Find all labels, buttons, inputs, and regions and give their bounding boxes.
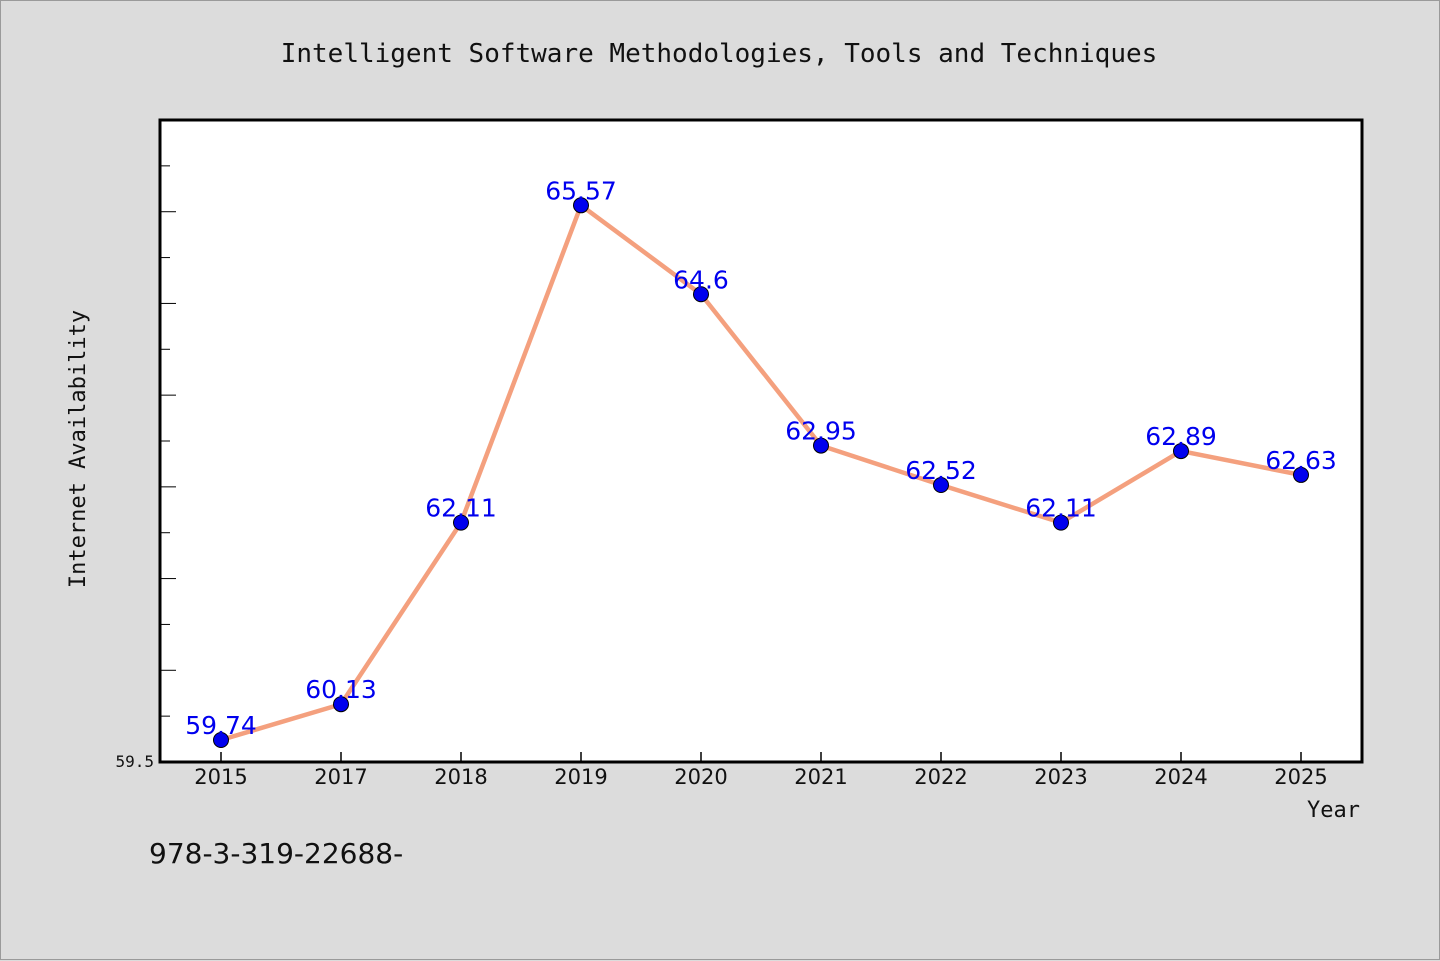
x-tick-label: 2015 — [194, 765, 247, 789]
y-axis-ticks — [160, 119, 176, 763]
plot-area — [158, 118, 1364, 764]
y-axis-min-label: 59.5 — [115, 752, 154, 771]
data-label: 64.6 — [673, 265, 729, 294]
x-tick-label: 2025 — [1274, 765, 1327, 789]
data-label: 65.57 — [545, 176, 617, 205]
data-point — [693, 286, 709, 303]
footer-isbn-text: 978-3-319-22688- — [149, 837, 403, 870]
x-axis-label: Year — [1307, 798, 1360, 823]
y-axis-label: Internet Availability — [66, 310, 91, 588]
data-label: 62.89 — [1145, 422, 1217, 451]
data-point — [1173, 443, 1189, 460]
x-tick-label: 2020 — [674, 765, 727, 789]
x-tick-label: 2022 — [914, 765, 967, 789]
x-axis-ticks: 2015 2017 2018 2019 2020 2021 2022 2023 2024 2025 — [194, 752, 1328, 789]
data-point — [933, 477, 949, 494]
data-point — [453, 514, 469, 531]
series-line — [220, 203, 1302, 743]
data-point — [1293, 466, 1309, 483]
data-label: 62.95 — [785, 417, 857, 446]
chart-title: Intelligent Software Methodologies, Tool… — [281, 39, 1158, 69]
x-tick-label: 2019 — [554, 765, 607, 789]
x-tick-label: 2023 — [1034, 765, 1087, 789]
x-tick-label: 2018 — [434, 765, 487, 789]
data-label: 62.11 — [425, 494, 497, 523]
data-point — [333, 696, 349, 713]
data-label: 60.13 — [305, 675, 377, 704]
data-point — [813, 437, 829, 454]
series-layer — [213, 197, 1309, 748]
x-tick-label: 2017 — [314, 765, 367, 789]
data-point — [573, 197, 589, 214]
x-tick-label: 2021 — [794, 765, 847, 789]
data-label: 62.63 — [1265, 446, 1337, 475]
data-labels: 59.74 60.13 62.11 65.57 64.6 62.95 62.52 62.11 6… — [185, 176, 1337, 740]
x-tick-label: 2024 — [1154, 765, 1207, 789]
data-label: 59.74 — [185, 711, 257, 740]
data-point — [1053, 514, 1069, 531]
data-label: 62.52 — [905, 456, 977, 485]
data-label: 62.11 — [1025, 494, 1097, 523]
data-point — [213, 731, 229, 748]
